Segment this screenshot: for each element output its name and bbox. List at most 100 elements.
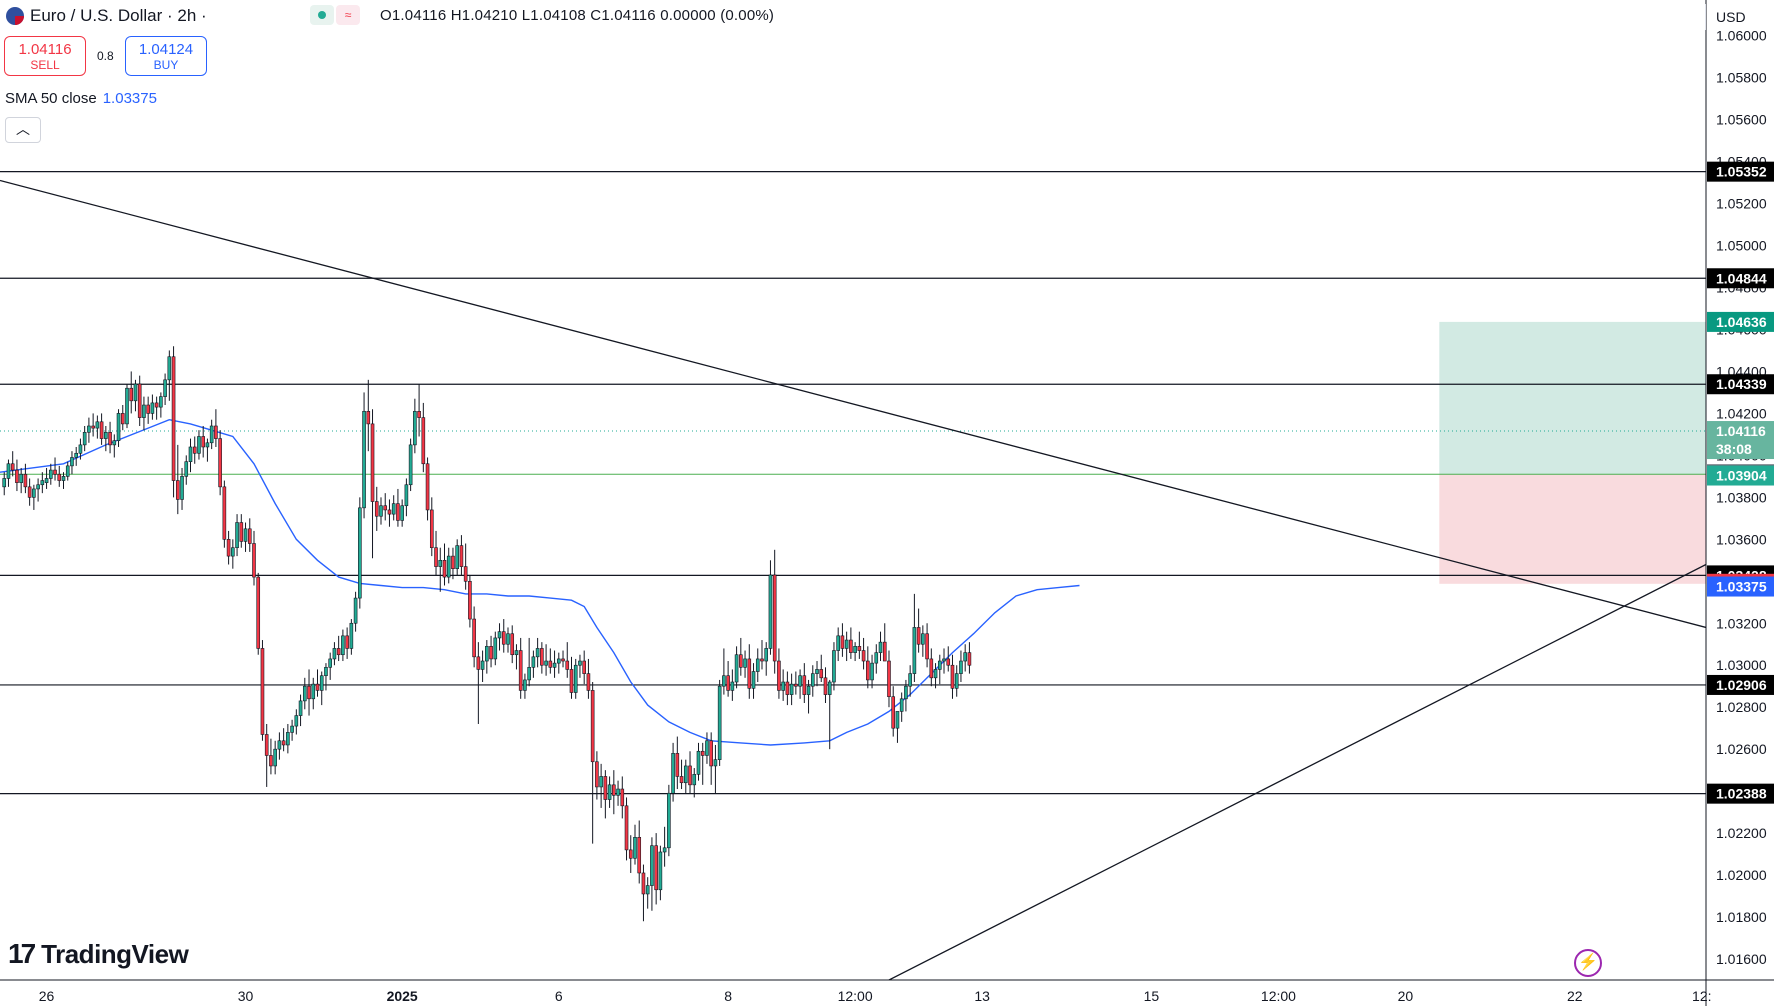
candle-body[interactable] bbox=[709, 740, 713, 767]
candle-body[interactable] bbox=[379, 505, 383, 517]
candle-body[interactable] bbox=[798, 675, 802, 687]
candle-body[interactable] bbox=[370, 423, 375, 502]
candle-body[interactable] bbox=[27, 486, 32, 498]
candle-body[interactable] bbox=[895, 711, 900, 729]
candle-body[interactable] bbox=[137, 383, 142, 418]
candle-body[interactable] bbox=[921, 633, 925, 645]
candle-body[interactable] bbox=[366, 411, 371, 425]
candle-body[interactable] bbox=[324, 667, 328, 677]
candle-body[interactable] bbox=[874, 652, 879, 664]
candle-body[interactable] bbox=[413, 411, 417, 446]
candle-body[interactable] bbox=[286, 732, 290, 746]
candle-body[interactable] bbox=[662, 847, 667, 853]
candle-body[interactable] bbox=[294, 715, 299, 727]
candle-body[interactable] bbox=[747, 658, 752, 689]
candle-body[interactable] bbox=[57, 473, 62, 481]
candle-body[interactable] bbox=[942, 658, 946, 662]
candle-body[interactable] bbox=[468, 580, 472, 620]
candle-body[interactable] bbox=[840, 635, 845, 649]
candle-body[interactable] bbox=[675, 753, 680, 777]
candle-body[interactable] bbox=[345, 635, 349, 649]
candle-body[interactable] bbox=[717, 685, 722, 760]
candle-body[interactable] bbox=[74, 452, 78, 458]
candle-body[interactable] bbox=[434, 547, 438, 567]
candle-body[interactable] bbox=[950, 664, 955, 689]
candle-body[interactable] bbox=[252, 543, 256, 578]
candle-body[interactable] bbox=[730, 681, 735, 691]
candle-body[interactable] bbox=[341, 635, 345, 656]
candle-body[interactable] bbox=[99, 421, 104, 439]
candle-body[interactable] bbox=[129, 387, 134, 402]
candle-body[interactable] bbox=[501, 631, 506, 645]
candle-body[interactable] bbox=[61, 476, 66, 481]
candle-body[interactable] bbox=[264, 734, 269, 756]
candle-body[interactable] bbox=[374, 501, 379, 517]
candle-body[interactable] bbox=[429, 509, 434, 549]
candle-body[interactable] bbox=[125, 387, 129, 425]
candle-body[interactable] bbox=[561, 658, 565, 662]
candle-body[interactable] bbox=[514, 650, 519, 656]
candle-body[interactable] bbox=[810, 673, 815, 687]
candle-body[interactable] bbox=[10, 463, 15, 471]
candle-body[interactable] bbox=[133, 383, 138, 402]
candle-body[interactable] bbox=[705, 740, 709, 756]
candle-body[interactable] bbox=[590, 690, 595, 763]
candle-body[interactable] bbox=[277, 740, 282, 750]
candle-body[interactable] bbox=[849, 639, 853, 653]
candle-body[interactable] bbox=[36, 484, 40, 490]
candle-body[interactable] bbox=[209, 425, 214, 444]
candle-body[interactable] bbox=[954, 673, 959, 689]
candle-body[interactable] bbox=[281, 740, 286, 746]
trendline[interactable] bbox=[888, 563, 1706, 980]
candle-body[interactable] bbox=[683, 765, 688, 784]
candle-body[interactable] bbox=[671, 753, 675, 794]
candle-body[interactable] bbox=[269, 755, 273, 767]
candle-body[interactable] bbox=[235, 522, 239, 549]
candle-body[interactable] bbox=[446, 555, 451, 578]
candle-body[interactable] bbox=[273, 748, 277, 767]
candle-body[interactable] bbox=[154, 402, 159, 408]
candle-body[interactable] bbox=[891, 696, 896, 729]
candle-body[interactable] bbox=[387, 509, 392, 515]
candle-body[interactable] bbox=[315, 683, 320, 691]
candle-body[interactable] bbox=[197, 436, 201, 454]
candle-body[interactable] bbox=[760, 658, 764, 662]
candle-body[interactable] bbox=[882, 641, 887, 662]
candle-body[interactable] bbox=[353, 597, 358, 624]
candle-body[interactable] bbox=[899, 698, 904, 712]
candle-body[interactable] bbox=[476, 656, 481, 670]
candle-body[interactable] bbox=[929, 658, 934, 679]
candle-body[interactable] bbox=[391, 503, 396, 515]
candle-body[interactable] bbox=[777, 660, 781, 691]
candle-body[interactable] bbox=[819, 669, 824, 679]
candle-body[interactable] bbox=[789, 683, 794, 695]
candle-body[interactable] bbox=[493, 637, 498, 660]
candle-body[interactable] bbox=[844, 639, 849, 649]
candle-body[interactable] bbox=[963, 652, 967, 662]
candle-body[interactable] bbox=[180, 476, 184, 500]
candle-body[interactable] bbox=[472, 618, 476, 658]
candle-body[interactable] bbox=[878, 641, 883, 653]
candle-body[interactable] bbox=[658, 851, 663, 891]
candle-body[interactable] bbox=[523, 679, 527, 691]
candle-body[interactable] bbox=[82, 431, 87, 446]
candle-body[interactable] bbox=[946, 658, 951, 666]
candle-body[interactable] bbox=[48, 469, 53, 479]
candle-body[interactable] bbox=[743, 658, 747, 668]
candle-body[interactable] bbox=[112, 440, 117, 446]
candle-body[interactable] bbox=[870, 662, 874, 681]
candle-body[interactable] bbox=[857, 646, 862, 651]
candle-body[interactable] bbox=[404, 484, 409, 507]
candle-body[interactable] bbox=[65, 465, 70, 477]
candle-body[interactable] bbox=[628, 849, 633, 859]
sell-button[interactable]: 1.04116 SELL bbox=[4, 36, 86, 76]
candle-body[interactable] bbox=[108, 431, 112, 446]
candle-body[interactable] bbox=[785, 681, 790, 695]
candle-body[interactable] bbox=[53, 469, 57, 475]
candle-body[interactable] bbox=[827, 681, 832, 695]
candle-body[interactable] bbox=[510, 633, 515, 656]
candle-body[interactable] bbox=[713, 759, 718, 767]
candle-body[interactable] bbox=[700, 750, 705, 756]
candle-body[interactable] bbox=[620, 788, 625, 807]
candle-body[interactable] bbox=[641, 872, 646, 895]
